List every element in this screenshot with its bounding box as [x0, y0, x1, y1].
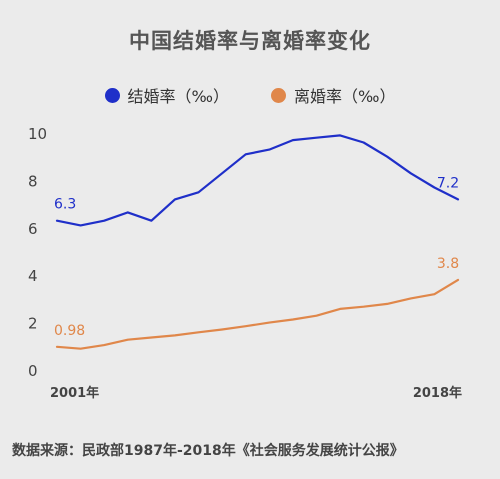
legend-label-divorce: 离婚率（‰） — [294, 87, 396, 106]
legend-marker-marriage — [104, 87, 120, 103]
series-line-divorce — [55, 278, 460, 350]
legend-marker-divorce — [271, 87, 286, 103]
legend: 结婚率（‰） 离婚率（‰） — [0, 83, 500, 107]
series-line-marriage — [55, 134, 460, 227]
x-tick-label: 2018年 — [413, 385, 462, 401]
legend-label-marriage: 结婚率（‰） — [127, 87, 229, 106]
chart-title: 中国结婚率与离婚率变化 — [129, 29, 371, 53]
y-tick-label: 0 — [28, 362, 38, 380]
data-label: 6.3 — [54, 197, 76, 213]
data-label: 3.8 — [437, 256, 459, 272]
y-tick-label: 4 — [28, 267, 38, 285]
y-tick-label: 8 — [28, 172, 38, 190]
source-note: 数据来源：民政部1987年-2018年《社会服务发展统计公报》 — [12, 443, 404, 459]
y-tick-label: 6 — [28, 220, 38, 238]
legend-item-divorce: 离婚率（‰） — [271, 83, 395, 107]
y-tick-label: 10 — [28, 125, 47, 143]
x-tick-label: 2001年 — [50, 385, 99, 401]
legend-item-marriage: 结婚率（‰） — [104, 83, 229, 107]
data-label: 7.2 — [437, 175, 459, 191]
data-label: 0.98 — [54, 323, 85, 339]
y-tick-label: 2 — [28, 315, 38, 333]
